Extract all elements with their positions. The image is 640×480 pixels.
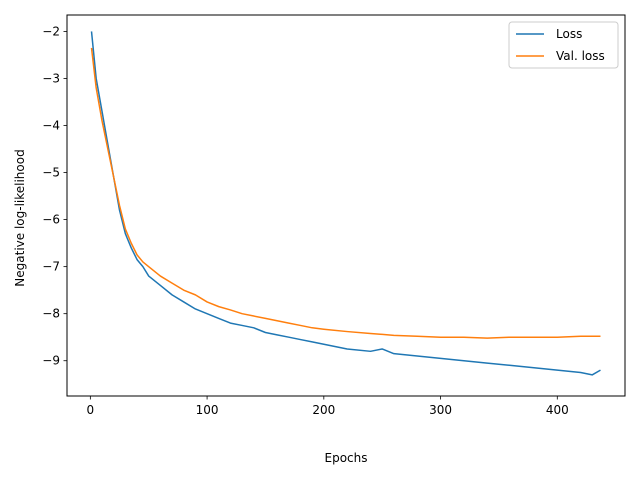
axes-frame bbox=[66, 14, 626, 397]
ticks-layer: 0 100 200 300 400 −2 −3 −4 −5 −6 −7 −8 −9 bbox=[42, 24, 568, 417]
legend: Loss Val. loss bbox=[508, 21, 619, 69]
x-axis-label: Epochs bbox=[325, 451, 368, 465]
x-tick-label: 0 bbox=[87, 403, 95, 417]
series-line-loss bbox=[90, 31, 601, 376]
y-axis-label: Negative log-likelihood bbox=[13, 149, 27, 286]
series-layer bbox=[90, 31, 601, 376]
x-tick-label: 100 bbox=[196, 403, 219, 417]
legend-label-loss: Loss bbox=[556, 27, 582, 41]
y-tick-label: −8 bbox=[42, 307, 60, 321]
x-tick-label: 400 bbox=[546, 403, 569, 417]
y-tick-label: −4 bbox=[42, 119, 60, 133]
y-tick-label: −2 bbox=[42, 24, 60, 38]
series-line-val-loss bbox=[90, 47, 601, 339]
y-tick-label: −5 bbox=[42, 166, 60, 180]
y-tick-label: −7 bbox=[42, 260, 60, 274]
legend-label-val-loss: Val. loss bbox=[556, 49, 605, 63]
x-tick-label: 300 bbox=[429, 403, 452, 417]
y-tick-label: −3 bbox=[42, 72, 60, 86]
x-tick-label: 200 bbox=[312, 403, 335, 417]
y-tick-label: −6 bbox=[42, 213, 60, 227]
y-tick-label: −9 bbox=[42, 354, 60, 368]
